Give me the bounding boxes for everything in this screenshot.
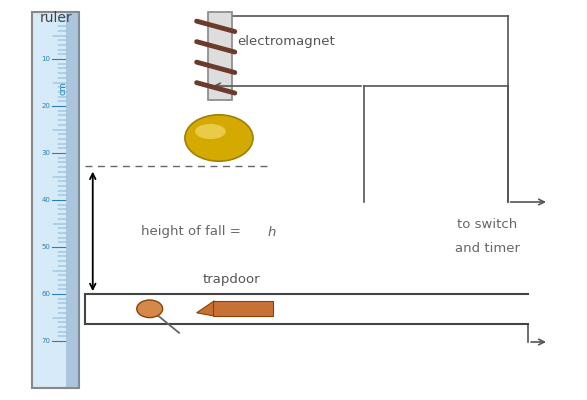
Text: 40: 40 [41, 197, 50, 203]
Text: 70: 70 [41, 338, 50, 344]
Text: to switch: to switch [457, 218, 517, 230]
Ellipse shape [195, 124, 226, 139]
Text: 20: 20 [41, 103, 50, 109]
Text: trapdoor: trapdoor [203, 273, 260, 286]
Bar [66, 12, 79, 388]
Text: 50: 50 [41, 244, 50, 250]
Circle shape [137, 300, 163, 318]
Text: electromagnet: electromagnet [238, 36, 336, 48]
Text: cm: cm [59, 81, 68, 95]
Bar [32, 12, 79, 388]
Text: h: h [267, 226, 275, 238]
Bar [208, 12, 232, 100]
Text: 10: 10 [41, 56, 50, 62]
Text: and timer: and timer [455, 242, 519, 254]
Circle shape [185, 115, 253, 161]
Text: 30: 30 [41, 150, 50, 156]
Text: 60: 60 [41, 291, 50, 297]
Bar [213, 301, 273, 316]
Text: ruler: ruler [39, 11, 72, 25]
Polygon shape [197, 301, 214, 316]
Text: height of fall =: height of fall = [141, 226, 245, 238]
